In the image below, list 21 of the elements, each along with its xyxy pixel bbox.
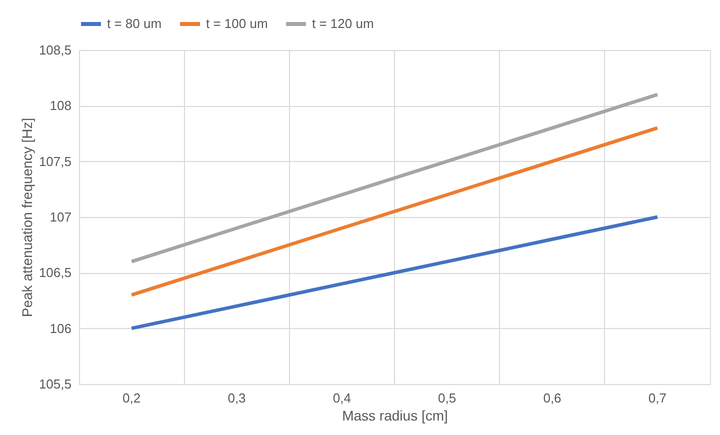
- x-tick-label: 0,6: [543, 390, 562, 406]
- x-tick-label: 0,2: [122, 390, 141, 406]
- line-series: [130, 126, 660, 297]
- y-tick-label: 106: [50, 320, 72, 336]
- y-tick-label: 108,5: [38, 42, 72, 58]
- y-axis-title: Peak attenuation frequency [Hz]: [18, 118, 35, 318]
- legend-label: t = 120 um: [312, 16, 374, 31]
- y-tick-label: 107: [50, 210, 72, 224]
- y-tick-label: 108: [50, 98, 72, 114]
- legend-label: t = 80 um: [107, 16, 162, 31]
- y-tick-label: 105,5: [38, 376, 72, 392]
- y-tick-label: 107,5: [38, 154, 72, 169]
- x-tick-label: 0,4: [332, 390, 351, 406]
- line-series: [130, 92, 660, 264]
- legend-label: t = 100 um: [206, 16, 268, 31]
- x-tick-label: 0,5: [438, 390, 456, 406]
- line-series: [130, 215, 660, 330]
- y-tick-label: 106,5: [38, 265, 72, 280]
- x-axis-title: Mass radius [cm]: [342, 408, 448, 424]
- x-tick-label: 0,3: [228, 390, 246, 406]
- x-tick-label: 0,7: [648, 390, 666, 406]
